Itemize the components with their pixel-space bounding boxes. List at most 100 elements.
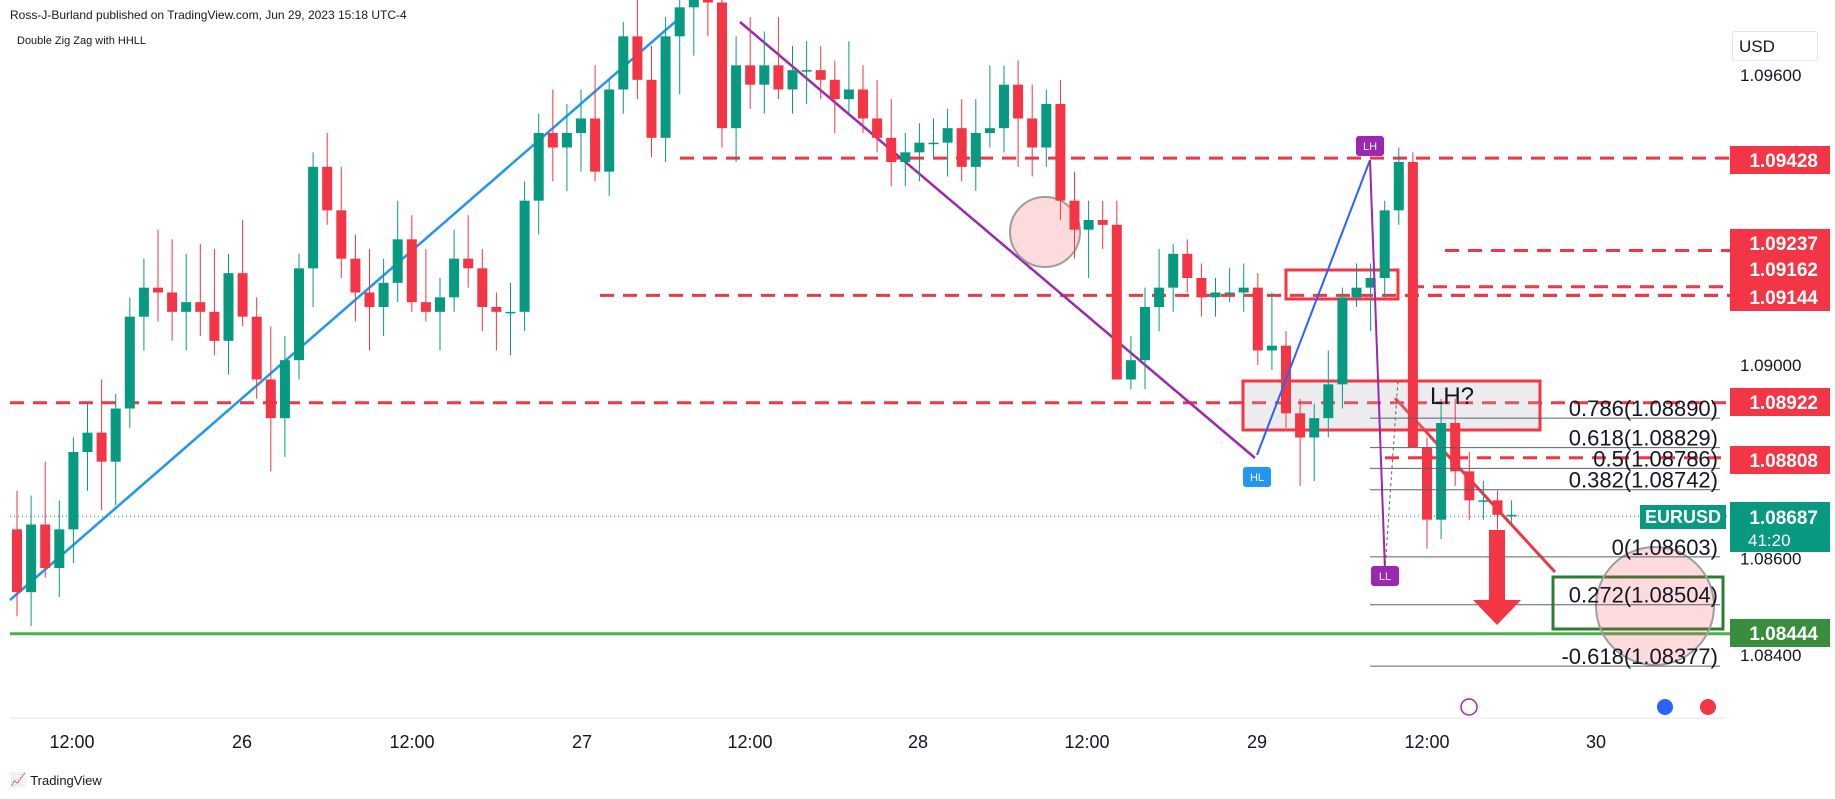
candle-body bbox=[1422, 447, 1432, 520]
candle-body bbox=[1309, 418, 1320, 438]
candle-body bbox=[928, 142, 939, 145]
candle-body bbox=[702, 0, 713, 3]
candle-body bbox=[1407, 162, 1418, 448]
time-axis-tick: 29 bbox=[1247, 732, 1267, 752]
time-axis-tick: 12:00 bbox=[727, 732, 772, 752]
candle-body bbox=[54, 529, 65, 568]
ll-marker-badge bbox=[1371, 566, 1399, 586]
candle-body bbox=[984, 128, 995, 133]
candle-body bbox=[350, 258, 361, 293]
candle-body bbox=[745, 65, 756, 85]
candle-body bbox=[1210, 292, 1221, 298]
candle-body bbox=[1027, 118, 1038, 148]
bar-countdown: 41:20 bbox=[1748, 531, 1791, 550]
candle-body bbox=[110, 408, 121, 462]
price-label: 1.08808 bbox=[1749, 451, 1818, 472]
candle-body bbox=[1478, 500, 1489, 502]
lh-question-label: LH? bbox=[1430, 383, 1474, 410]
fib-connector bbox=[1384, 379, 1399, 571]
candle-body bbox=[547, 133, 558, 148]
last-price-label: 1.08687 bbox=[1749, 508, 1818, 529]
candle-body bbox=[420, 302, 431, 312]
hl-marker-label: HL bbox=[1250, 472, 1264, 484]
candle-body bbox=[1083, 220, 1094, 230]
candle-body bbox=[858, 89, 868, 119]
candle-body bbox=[26, 524, 37, 593]
candle-body bbox=[1069, 200, 1080, 230]
candle-body bbox=[1464, 471, 1475, 501]
hl-marker-badge bbox=[1243, 467, 1271, 487]
candle-body bbox=[1140, 307, 1150, 361]
price-axis-tick: 1.09000 bbox=[1740, 356, 1801, 375]
candle-body bbox=[1238, 287, 1249, 293]
candle-body bbox=[392, 239, 403, 283]
candle-body bbox=[435, 297, 445, 312]
candle-body bbox=[1224, 292, 1235, 294]
candle-body bbox=[477, 268, 488, 307]
candle-body bbox=[646, 79, 657, 138]
candle-body bbox=[815, 70, 826, 80]
price-axis-tick: 1.09600 bbox=[1740, 66, 1801, 85]
candle-body bbox=[660, 36, 671, 138]
candle-body bbox=[96, 432, 107, 462]
candle-body bbox=[618, 36, 629, 90]
candle-body bbox=[40, 524, 51, 568]
flash-icon[interactable] bbox=[1460, 698, 1478, 716]
candle-body bbox=[1506, 514, 1517, 517]
candle-body bbox=[773, 65, 784, 90]
candle-body bbox=[829, 79, 840, 100]
candle-body bbox=[12, 529, 22, 593]
candle-body bbox=[731, 65, 742, 129]
candle-body bbox=[491, 307, 502, 312]
candle-body bbox=[1436, 423, 1447, 520]
currency-selector[interactable]: USD bbox=[1732, 31, 1818, 61]
flag-icon[interactable] bbox=[1700, 699, 1716, 715]
time-axis-tick: 12:00 bbox=[389, 732, 434, 752]
down-arrow-shaft bbox=[1489, 530, 1505, 600]
candle-body bbox=[223, 273, 234, 341]
time-axis-tick: 30 bbox=[1586, 732, 1606, 752]
candle-body bbox=[195, 302, 206, 312]
price-label-bg bbox=[1730, 255, 1830, 283]
time-axis-tick: 12:00 bbox=[49, 732, 94, 752]
price-label: 1.08922 bbox=[1749, 393, 1818, 414]
candle-body bbox=[787, 70, 798, 90]
candle-body bbox=[1182, 253, 1193, 278]
candle-body bbox=[1041, 104, 1052, 148]
candle-body bbox=[999, 84, 1009, 129]
candle-body bbox=[1125, 360, 1136, 380]
candle-body bbox=[1337, 297, 1348, 385]
downtrend-line bbox=[1393, 396, 1557, 574]
zigzag-line bbox=[1256, 159, 1371, 456]
candle-body bbox=[378, 282, 389, 307]
candle-body bbox=[519, 200, 530, 312]
candle-body bbox=[942, 128, 953, 143]
price-axis-tick: 1.08600 bbox=[1740, 549, 1801, 568]
candle-body bbox=[237, 273, 248, 317]
footer-logo-text: TradingView bbox=[30, 772, 102, 788]
candle-body bbox=[970, 133, 981, 167]
candle-body bbox=[1097, 220, 1108, 225]
price-axis-tick: 1.08400 bbox=[1740, 646, 1801, 665]
candle-body bbox=[308, 166, 319, 269]
price-label: 1.09144 bbox=[1749, 288, 1818, 309]
uptrend-line bbox=[9, 21, 676, 601]
candle-body bbox=[1252, 287, 1263, 351]
candle-body bbox=[279, 360, 290, 419]
fib-level-label: 0.5(1.08786) bbox=[1593, 446, 1718, 471]
candle-body bbox=[138, 287, 149, 317]
price-label-bg bbox=[1730, 619, 1830, 647]
footer: 📈 TradingView bbox=[10, 772, 102, 788]
price-label-bg bbox=[1730, 446, 1830, 474]
candle-body bbox=[872, 118, 883, 138]
candle-body bbox=[364, 292, 375, 307]
zigzag-line bbox=[1369, 159, 1386, 571]
candle-body bbox=[886, 137, 897, 162]
candle-body bbox=[1365, 278, 1376, 288]
fib-level-label: 0.786(1.08890) bbox=[1569, 396, 1718, 421]
candle-body bbox=[265, 379, 276, 419]
candle-body bbox=[406, 239, 417, 303]
globe-icon[interactable] bbox=[1657, 699, 1673, 715]
lh-marker-label: LH bbox=[1363, 141, 1377, 153]
